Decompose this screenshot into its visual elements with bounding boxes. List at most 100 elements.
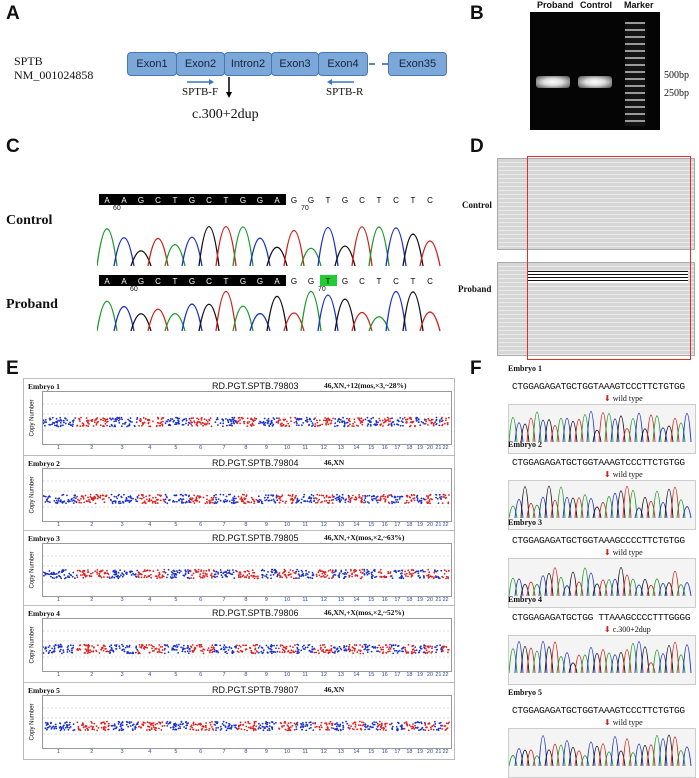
chromosome-label: 7 (222, 749, 225, 755)
genotype-label: wild type (613, 718, 643, 727)
sequence-text: CTGGAGAGATGCTGGTAAAGTCCCTTCTGTGG (512, 457, 685, 468)
chromosome-label: 8 (244, 522, 247, 528)
trace-peak (267, 296, 287, 331)
chromosome-label: 2 (90, 597, 93, 603)
chromosome-label: 7 (222, 597, 225, 603)
chromosome-label: 4 (148, 672, 151, 678)
embryo-cnv-4: Embryo 4 RD.PGT.SPTB.79806 46,XN,+X(mos,… (23, 605, 455, 683)
control-band (578, 76, 612, 88)
karyotype: 46,XN,+X(mos,×2,~52%) (324, 608, 404, 617)
chromosome-label: 15 (368, 672, 374, 678)
base-letter: G (240, 196, 246, 205)
base-letter: G (189, 277, 195, 286)
embryo-title: Embryo 4 (508, 595, 542, 604)
embryo-title: Embryo 2 (28, 459, 60, 468)
chromosome-label: 21 (435, 749, 441, 755)
base-letter: G (291, 277, 297, 286)
proband-label: Proband (6, 297, 58, 313)
chromosome-label: 5 (174, 672, 177, 678)
chromosome-label: 17 (394, 445, 400, 451)
y-axis-label: Copy Number (30, 399, 36, 436)
base-letter: G (138, 277, 144, 286)
y-axis-label: Copy Number (30, 551, 36, 588)
variant-label: c.300+2dup (192, 107, 259, 123)
chromosome-label: 21 (435, 522, 441, 528)
trace-peak (386, 292, 406, 331)
chromosome-label: 15 (368, 597, 374, 603)
base-letter: A (121, 277, 127, 286)
chromosome-label: 2 (90, 749, 93, 755)
arrow-icon: ⬇ (604, 394, 611, 403)
embryo-sanger-2: Embryo 2 CTGGAGAGATGCTGGTAAAGTCCCTTCTGTG… (508, 440, 694, 522)
trace-peak (403, 292, 423, 331)
chromosome-label: 12 (321, 445, 327, 451)
chromosome-label: 1 (57, 522, 60, 528)
base-letter: G (189, 196, 195, 205)
chromosome-label: 13 (338, 522, 344, 528)
chromosome-label: 12 (321, 597, 327, 603)
base-letter: A (274, 277, 280, 286)
trace-peak (97, 301, 117, 331)
chromosome-label: 10 (284, 522, 290, 528)
chromosome-label: 17 (394, 749, 400, 755)
chromosome-label: 8 (244, 597, 247, 603)
base-letter: C (206, 196, 212, 205)
base-letter: G (291, 196, 297, 205)
chromosome-label: 18 (406, 672, 412, 678)
trace-peak (233, 227, 253, 266)
trace-peak (284, 230, 304, 266)
embryo-title: Embryo 1 (508, 364, 542, 373)
chromosome-label: 2 (90, 522, 93, 528)
embryo-title: Embryo 1 (28, 382, 60, 391)
chromosome-label: 17 (394, 672, 400, 678)
chromosome-label: 18 (406, 522, 412, 528)
chromosome-label: 20 (427, 749, 433, 755)
chromosome-label: 19 (417, 445, 423, 451)
chromosome-label: 16 (382, 749, 388, 755)
chromosome-label: 17 (394, 597, 400, 603)
embryo-title: Embryo 3 (508, 518, 542, 527)
chromosome-label: 9 (265, 749, 268, 755)
genotype-label: wild type (613, 394, 643, 403)
base-letter: T (411, 196, 416, 205)
chromosome-label: 22 (442, 672, 448, 678)
sequence-text: CTGGAGAGATGCTGGTAAAGCCCCTTCTGTGG (512, 535, 685, 546)
chromosome-label: 11 (302, 749, 308, 755)
chromosome-label: 21 (435, 445, 441, 451)
reverse-primer-label: SPTB-R (326, 86, 363, 98)
chromosome-label: 22 (442, 749, 448, 755)
chromosome-label: 19 (417, 522, 423, 528)
base-letter: C (206, 277, 212, 286)
base-letter: A (104, 196, 110, 205)
chromosome-label: 18 (406, 445, 412, 451)
chromosome-label: 5 (174, 522, 177, 528)
sample-id: RD.PGT.SPTB.79806 (212, 608, 299, 618)
forward-primer-label: SPTB-F (182, 86, 218, 98)
chromosome-label: 6 (199, 445, 202, 451)
base-letter: G (308, 196, 314, 205)
base-letter: T (377, 196, 382, 205)
sequence-text: CTGGAGAGATGCTGGTAAAGTCCCTTCTGTGG (512, 705, 685, 716)
control-pos-60: 60 (113, 205, 121, 212)
chromosome-label: 1 (57, 749, 60, 755)
sequence-text: CTGGAGAGATGCTGG TTAAAGCCCCTTTGGGG (512, 612, 690, 623)
exon4-block: Exon4 (318, 52, 368, 76)
gene-gap-dash (369, 63, 388, 65)
trace-peak (318, 228, 338, 266)
chromosome-label: 10 (284, 672, 290, 678)
lane-control-label: Control (580, 0, 612, 10)
chromosome-label: 11 (302, 445, 308, 451)
chromosome-label: 6 (199, 522, 202, 528)
chromosome-label: 12 (321, 672, 327, 678)
chromosome-label: 5 (174, 597, 177, 603)
genotype-label: wild type (613, 470, 643, 479)
proband-pos-70: 70 (318, 286, 326, 293)
genotype-note: ⬇ wild type (604, 718, 643, 727)
marker-250bp: 250bp (664, 88, 689, 99)
chromosome-label: 8 (244, 672, 247, 678)
chromosome-label: 5 (174, 445, 177, 451)
reverse-primer-arrow-icon (326, 78, 356, 86)
chromosome-label: 14 (353, 597, 359, 603)
base-letter: C (427, 277, 433, 286)
base-letter: A (104, 277, 110, 286)
